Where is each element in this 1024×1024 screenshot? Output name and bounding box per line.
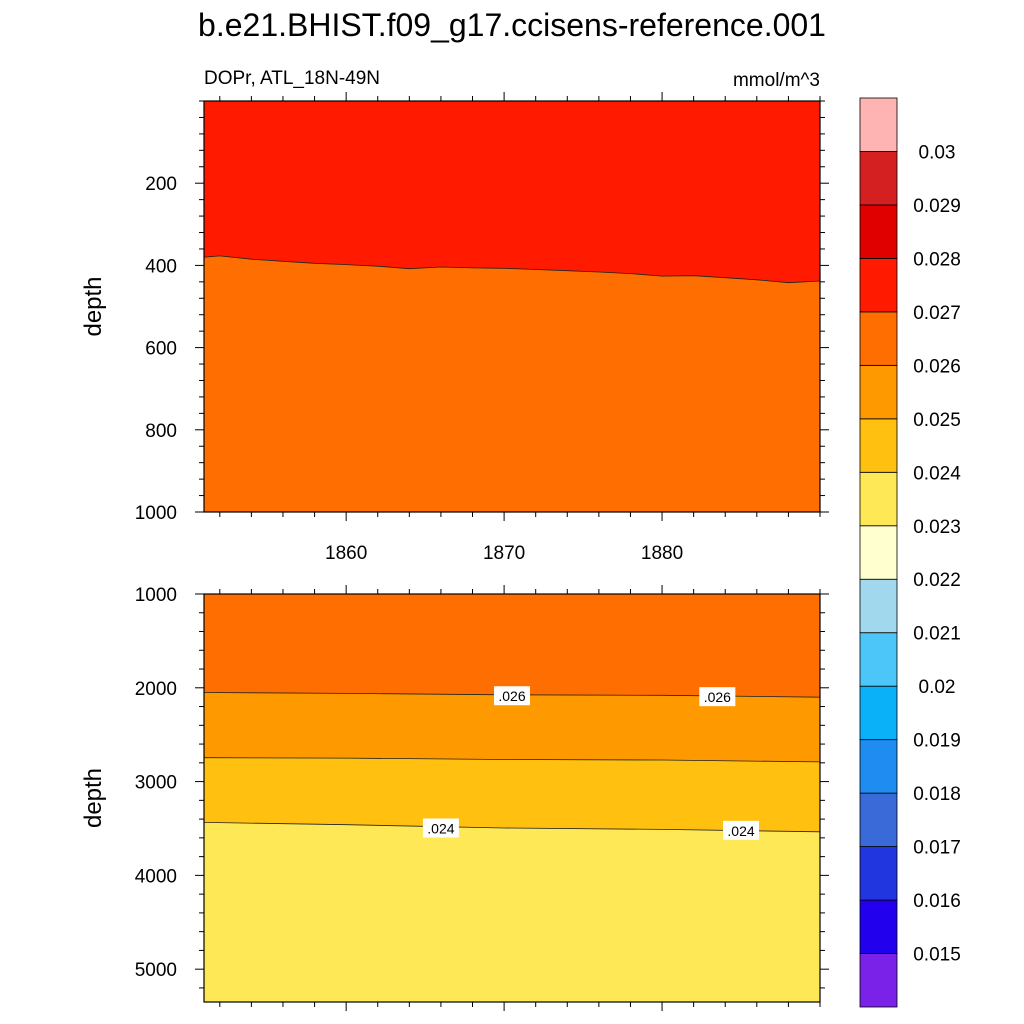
- colorbar-label: 0.022: [913, 570, 961, 591]
- contour-band-0.024-0.025: [204, 757, 820, 832]
- bottom-panel: .026 .026 .024 .024 1000 2000 3000 4000 5000 dept…: [80, 585, 829, 1011]
- colorbar-swatch: [859, 953, 898, 1008]
- y-tick-label: 1000: [135, 503, 177, 524]
- y-axis-label: depth: [80, 276, 107, 336]
- plot-frame: [203, 593, 821, 1003]
- y-tick-label: 2000: [135, 679, 177, 700]
- contour-label-text: .026: [498, 688, 525, 704]
- y-axis-label: depth: [80, 768, 107, 828]
- x-tick-label: 1870: [483, 543, 525, 564]
- contour-label-background: [723, 820, 760, 840]
- colorbar-label: 0.015: [913, 945, 961, 966]
- x-tick-label: 1860: [325, 543, 367, 564]
- colorbar-label: 0.018: [913, 784, 961, 805]
- contour-label-background: [422, 818, 459, 838]
- y-tick-label: 4000: [135, 866, 177, 887]
- colorbar-label: 0.029: [913, 196, 961, 217]
- colorbar-swatch: [859, 471, 898, 527]
- colorbar-label: 0.021: [913, 624, 961, 645]
- colorbar-label: 0.023: [913, 517, 961, 538]
- colorbar-label: 0.017: [913, 838, 961, 859]
- colorbar-swatch: [859, 792, 898, 847]
- colorbar-swatch: [859, 258, 898, 313]
- colorbar-label: 0.025: [913, 410, 961, 431]
- colorbar-label: 0.02: [919, 677, 956, 698]
- contour-band-0.026-0.027: [204, 594, 820, 698]
- contour-label-text: .024: [727, 823, 754, 839]
- contour-label: .026: [494, 686, 530, 706]
- top-panel: 1860 1870 1880 200 400 600 800 1000 depth: [80, 92, 829, 564]
- colorbar-label: 0.019: [913, 731, 961, 752]
- x-tick-label: 1880: [641, 543, 683, 564]
- colorbar-swatch: [859, 525, 898, 580]
- y-tick-label: 200: [145, 174, 177, 195]
- contour-band-0.025-0.026: [204, 692, 820, 762]
- figure-title: b.e21.BHIST.f09_g17.ccisens-reference.00…: [198, 7, 826, 43]
- contour-label: .024: [723, 820, 760, 840]
- contour-label: .024: [422, 818, 459, 838]
- colorbar-swatch: [859, 204, 898, 259]
- colorbar-swatch: [859, 685, 898, 741]
- contour-band-0.023-0.024: [204, 822, 820, 1002]
- y-tick-label: 800: [145, 421, 177, 442]
- subtitle-right: mmol/m^3: [733, 70, 820, 91]
- contour-band-0.026-0.027: [204, 255, 820, 512]
- colorbar-label: 0.026: [913, 356, 961, 377]
- colorbar-label: 0.028: [913, 249, 961, 270]
- colorbar-swatch: [859, 311, 898, 366]
- colorbar-label: 0.016: [913, 891, 961, 912]
- colorbar-swatch: [859, 899, 898, 954]
- colorbar-label: 0.027: [913, 303, 961, 324]
- contour-line-0.027: [203, 255, 821, 284]
- colorbar-swatch: [859, 578, 898, 634]
- colorbar-swatch: [859, 151, 898, 206]
- colorbar-swatch: [859, 418, 898, 473]
- subtitle-left: DOPr, ATL_18N-49N: [204, 68, 380, 89]
- plot-frame: [203, 100, 821, 513]
- colorbar-label: 0.024: [913, 463, 961, 484]
- y-tick-label: 400: [145, 256, 177, 277]
- colorbar-swatch: [859, 97, 898, 152]
- colorbar-swatch: [859, 739, 898, 794]
- colorbar-swatch: [859, 364, 898, 420]
- colorbar-label: 0.03: [919, 143, 956, 164]
- colorbar-swatch: [859, 632, 898, 687]
- contour-label-background: [699, 687, 736, 707]
- y-tick-label: 600: [145, 339, 177, 360]
- contour-label-background: [494, 686, 530, 706]
- contour-label-text: .024: [427, 820, 454, 836]
- y-tick-label: 3000: [135, 773, 177, 794]
- contour-line-0.025: [203, 757, 821, 763]
- colorbar: 0.015 0.016 0.017 0.018 0.019 0.02 0.021 0.022 0…: [859, 97, 961, 1008]
- y-tick-label: 5000: [135, 960, 177, 981]
- contour-line-0.024: [203, 822, 821, 833]
- contour-band-0.027-0.028: [204, 101, 820, 283]
- y-tick-label: 1000: [135, 585, 177, 606]
- contour-label: .026: [699, 687, 736, 707]
- colorbar-swatch: [859, 846, 898, 901]
- contour-label-text: .026: [704, 689, 731, 705]
